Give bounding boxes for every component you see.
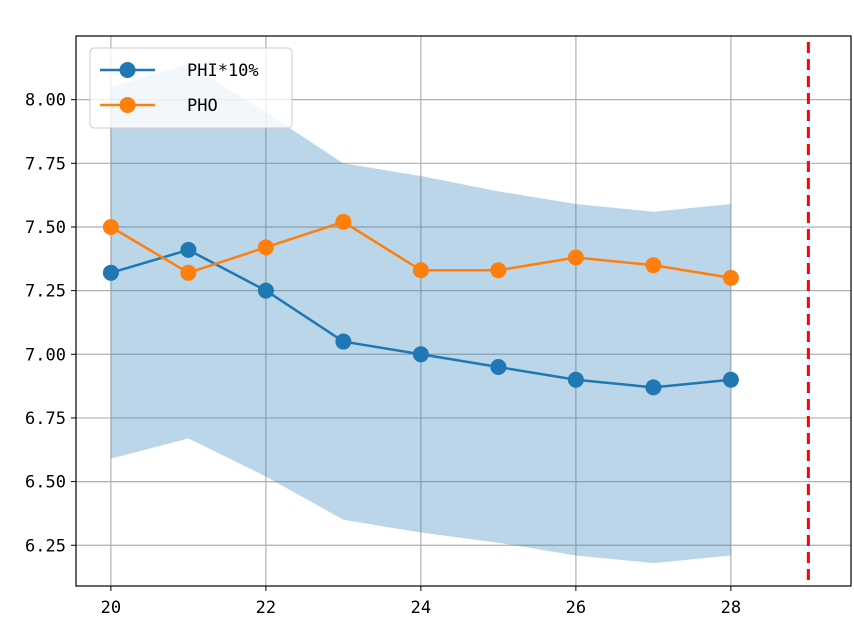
x-tick-label: 20 bbox=[101, 598, 121, 618]
data-point bbox=[490, 262, 507, 279]
series-1 bbox=[102, 213, 739, 286]
plot-frame bbox=[75, 35, 852, 587]
x-tick-label: 28 bbox=[721, 598, 741, 618]
x-tick-label: 26 bbox=[566, 598, 586, 618]
y-tick-label: 8.00 bbox=[25, 91, 66, 111]
grid-lines bbox=[76, 36, 851, 586]
band-area bbox=[110, 64, 731, 564]
y-tick-label: 6.25 bbox=[25, 536, 66, 556]
data-point bbox=[645, 257, 662, 274]
data-point bbox=[645, 379, 662, 396]
x-axis: 20 22 24 26 28 bbox=[101, 586, 741, 618]
y-tick-label: 6.75 bbox=[25, 409, 66, 429]
data-point bbox=[102, 218, 119, 235]
legend-marker-pho bbox=[119, 97, 136, 113]
data-point bbox=[257, 282, 274, 299]
data-point bbox=[722, 269, 739, 286]
legend-box bbox=[89, 47, 293, 129]
y-tick-label: 7.25 bbox=[25, 282, 66, 302]
data-point bbox=[180, 264, 197, 281]
y-axis: 6.25 6.50 6.75 7.00 7.25 7.50 7.75 8.00 bbox=[25, 91, 76, 556]
legend-label-phi: PHI*10% bbox=[187, 61, 259, 81]
data-point bbox=[412, 262, 429, 279]
x-tick-label: 24 bbox=[411, 598, 431, 618]
data-point bbox=[335, 333, 352, 350]
y-tick-label: 7.75 bbox=[25, 154, 66, 174]
data-point bbox=[335, 213, 352, 230]
legend: PHI*10% PHO bbox=[89, 47, 293, 129]
y-tick-label: 6.50 bbox=[25, 473, 66, 493]
data-point bbox=[257, 239, 274, 256]
x-tick-label: 22 bbox=[256, 598, 276, 618]
series-lines bbox=[102, 213, 739, 396]
y-tick-label: 7.50 bbox=[25, 218, 66, 238]
data-point bbox=[567, 371, 584, 388]
data-point bbox=[490, 359, 507, 376]
y-tick-label: 7.00 bbox=[25, 345, 66, 365]
data-point bbox=[412, 346, 429, 363]
data-point bbox=[180, 241, 197, 258]
legend-marker-phi bbox=[119, 62, 136, 78]
data-point bbox=[722, 371, 739, 388]
legend-label-pho: PHO bbox=[187, 96, 218, 116]
data-point bbox=[102, 264, 119, 281]
confidence-band bbox=[110, 64, 731, 564]
data-point bbox=[567, 249, 584, 266]
